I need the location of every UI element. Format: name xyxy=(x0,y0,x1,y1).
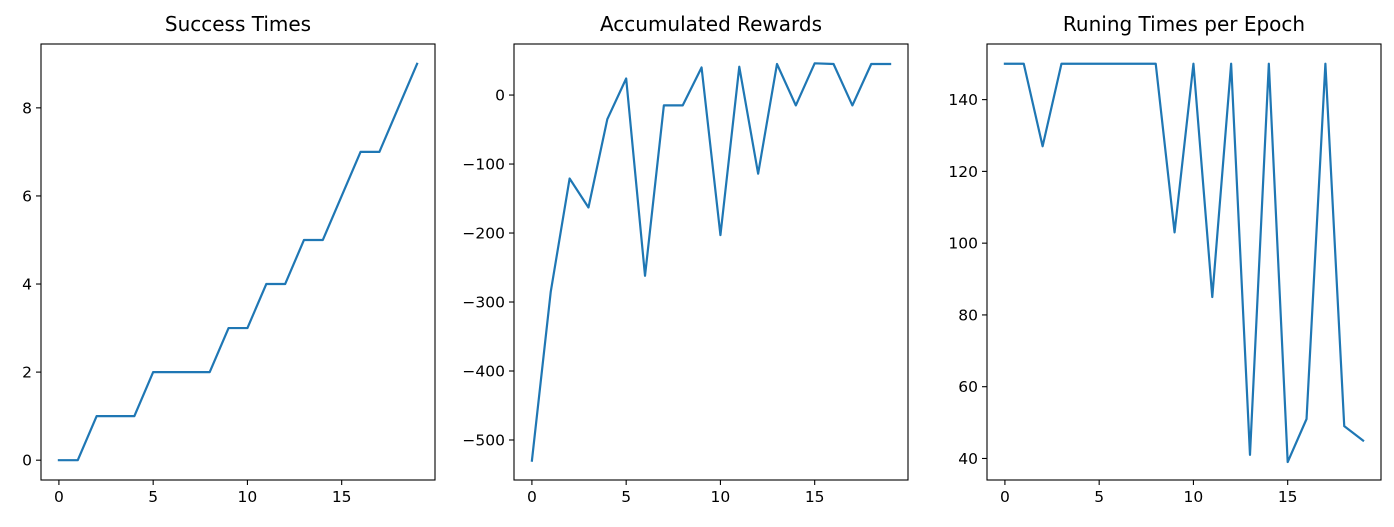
y-tick-label: 40 xyxy=(958,450,978,468)
x-tick-label: 10 xyxy=(238,488,258,506)
y-tick-label: 80 xyxy=(958,306,978,324)
y-tick-label: 2 xyxy=(22,364,32,382)
y-tick-label: 0 xyxy=(495,87,505,105)
x-tick-label: 15 xyxy=(805,488,825,506)
y-tick-label: 140 xyxy=(948,91,978,109)
y-tick-label: −300 xyxy=(462,294,505,312)
x-tick-label: 0 xyxy=(54,488,64,506)
x-tick-label: 5 xyxy=(1094,488,1104,506)
x-tick-label: 0 xyxy=(1000,488,1010,506)
x-tick-label: 10 xyxy=(711,488,731,506)
y-tick-label: 0 xyxy=(22,452,32,470)
y-tick-label: 4 xyxy=(22,276,32,294)
y-tick-label: −400 xyxy=(462,363,505,381)
chart-title-running-times: Runing Times per Epoch xyxy=(1063,12,1305,36)
x-tick-label: 5 xyxy=(621,488,631,506)
axes-frame xyxy=(513,43,909,481)
chart-title-accumulated-rewards: Accumulated Rewards xyxy=(600,12,822,36)
y-tick-label: 60 xyxy=(958,378,978,396)
x-tick-label: 0 xyxy=(527,488,537,506)
y-tick-label: −100 xyxy=(462,156,505,174)
axes-frame xyxy=(40,43,436,481)
subplot-accumulated-rewards: Accumulated Rewards 0 5 10 15 −500 −400 −300 −2… xyxy=(462,12,909,506)
subplot-success-times: Success Times 0 5 10 15 0 2 4 6 8 xyxy=(22,12,436,506)
x-tick-label: 15 xyxy=(1278,488,1298,506)
y-tick-label: 120 xyxy=(948,163,978,181)
axes-frame xyxy=(986,43,1382,481)
chart-title-success-times: Success Times xyxy=(165,12,311,36)
y-tick-label: 8 xyxy=(22,99,32,117)
y-tick-label: 6 xyxy=(22,187,32,205)
y-tick-label: −500 xyxy=(462,431,505,449)
x-tick-label: 15 xyxy=(332,488,352,506)
series-line xyxy=(57,62,419,462)
series-line xyxy=(530,62,892,462)
y-tick-label: 100 xyxy=(948,235,978,253)
series-line xyxy=(1003,62,1365,464)
x-tick-label: 10 xyxy=(1184,488,1204,506)
y-tick-label: −200 xyxy=(462,225,505,243)
x-tick-label: 5 xyxy=(148,488,158,506)
subplot-running-times: Runing Times per Epoch 0 5 10 15 40 60 80 100 12… xyxy=(948,12,1382,506)
